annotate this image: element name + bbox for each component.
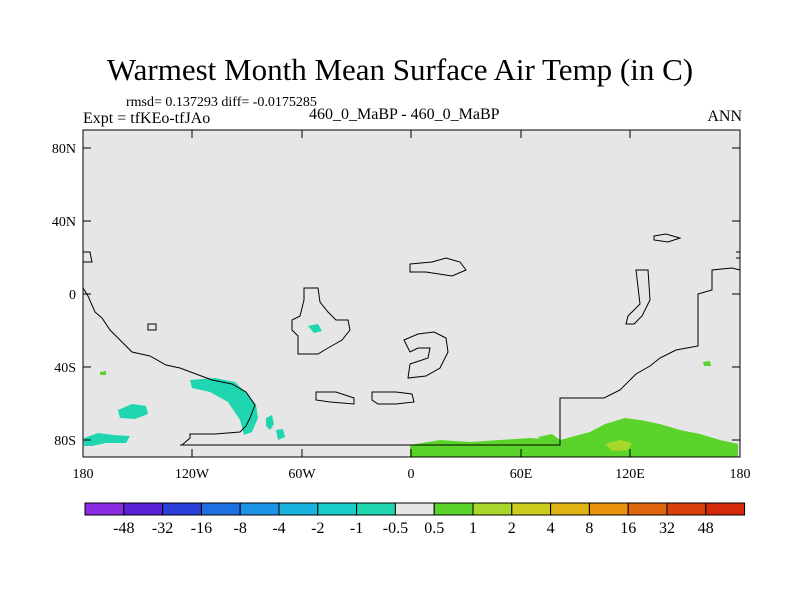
- coastline-island-3: [403, 331, 449, 379]
- colorbar-label: 8: [585, 520, 593, 537]
- colorbar: -48 -32 -16 -8 -4 -2 -1 -0.5 0.5 1 2 4 8 16 32 48: [84, 502, 746, 537]
- colorbar-label: -8: [234, 520, 247, 537]
- colorbar-box: [84, 502, 125, 516]
- colorbar-box: [472, 502, 513, 516]
- colorbar-box: [705, 502, 746, 516]
- x-tick-label: 60E: [510, 467, 533, 482]
- x-tick-label: 120W: [175, 467, 210, 482]
- x-tick-label: 180: [73, 467, 94, 482]
- coastline-island-2: [409, 257, 467, 277]
- case-label: 460_0_MaBP - 460_0_MaBP: [309, 106, 500, 123]
- period-label: ANN: [707, 108, 742, 125]
- colorbar-label: -0.5: [383, 520, 408, 537]
- y-tick-label: 0: [69, 288, 76, 303]
- colorbar-box: [433, 502, 474, 516]
- colorbar-label: 32: [659, 520, 675, 537]
- region-cooling-small-4: [276, 429, 285, 440]
- colorbar-box: [511, 502, 552, 516]
- colorbar-label: 48: [698, 520, 714, 537]
- colorbar-label: 0.5: [424, 520, 444, 537]
- colorbar-label: -48: [113, 520, 134, 537]
- y-tick-label: 80S: [54, 434, 76, 449]
- region-cooling-small-1: [118, 404, 148, 419]
- colorbar-label: -32: [152, 520, 173, 537]
- x-tick-label: 60W: [288, 467, 316, 482]
- colorbar-label: -2: [311, 520, 324, 537]
- colorbar-label: -4: [272, 520, 285, 537]
- colorbar-box: [200, 502, 241, 516]
- x-tick-label: 120E: [615, 467, 645, 482]
- y-tick-label: 40N: [52, 215, 76, 230]
- coastline-south-america: [82, 287, 410, 446]
- anomaly-regions: [84, 324, 738, 457]
- colorbar-box: [356, 502, 396, 516]
- region-warming-green-dot: [100, 371, 106, 375]
- stats-text: rmsd= 0.137293 diff= -0.0175285: [126, 95, 317, 110]
- axis-ticks: [82, 130, 741, 457]
- coastline-island-5: [371, 391, 415, 405]
- colorbar-label: -16: [191, 520, 212, 537]
- chart-title: Warmest Month Mean Surface Air Temp (in …: [106, 52, 694, 87]
- colorbar-label: 16: [620, 520, 636, 537]
- region-warming-small: [538, 434, 560, 443]
- colorbar-box: [123, 502, 164, 516]
- region-cooling-small-3: [266, 415, 274, 430]
- colorbar-box: [588, 502, 629, 516]
- coastline-island-1: [147, 323, 157, 331]
- x-tick-labels: 180 120W 60W 0 60E 120E 180: [73, 467, 751, 482]
- colorbar-box: [550, 502, 590, 516]
- region-warming-antarctica: [410, 418, 738, 457]
- region-warming-yellow: [605, 440, 632, 451]
- colorbar-box: [162, 502, 202, 516]
- colorbar-box: [666, 502, 707, 516]
- x-tick-label: 0: [408, 467, 415, 482]
- y-tick-label: 40S: [54, 361, 76, 376]
- region-cooling-small-2: [84, 433, 130, 446]
- coastline-island-6: [625, 269, 651, 325]
- colorbar-box: [627, 502, 668, 516]
- colorbar-box: [317, 502, 358, 516]
- colorbar-label: 4: [547, 520, 555, 537]
- coastline-island-7: [653, 233, 682, 243]
- region-warming-green-dot-2: [703, 361, 711, 366]
- colorbar-label: 2: [508, 520, 516, 537]
- experiment-label: Expt = tfKEo-tfJAo: [83, 110, 211, 127]
- colorbar-box: [239, 502, 280, 516]
- coastline-africa: [291, 287, 351, 355]
- colorbar-label: -1: [350, 520, 363, 537]
- colorbar-box: [394, 502, 435, 516]
- y-tick-labels: 80N 40N 0 40S 80S: [52, 142, 76, 449]
- colorbar-label: 1: [469, 520, 477, 537]
- region-cooling-south-america: [190, 378, 258, 435]
- colorbar-box: [278, 502, 319, 516]
- coastline-antarctica: [180, 267, 741, 446]
- x-tick-label: 180: [730, 467, 751, 482]
- region-cooling-small-5: [308, 324, 322, 333]
- coastline-island-4: [315, 391, 355, 405]
- coastline-island-8: [83, 251, 93, 263]
- plot-area: [83, 130, 740, 457]
- y-tick-label: 80N: [52, 142, 76, 157]
